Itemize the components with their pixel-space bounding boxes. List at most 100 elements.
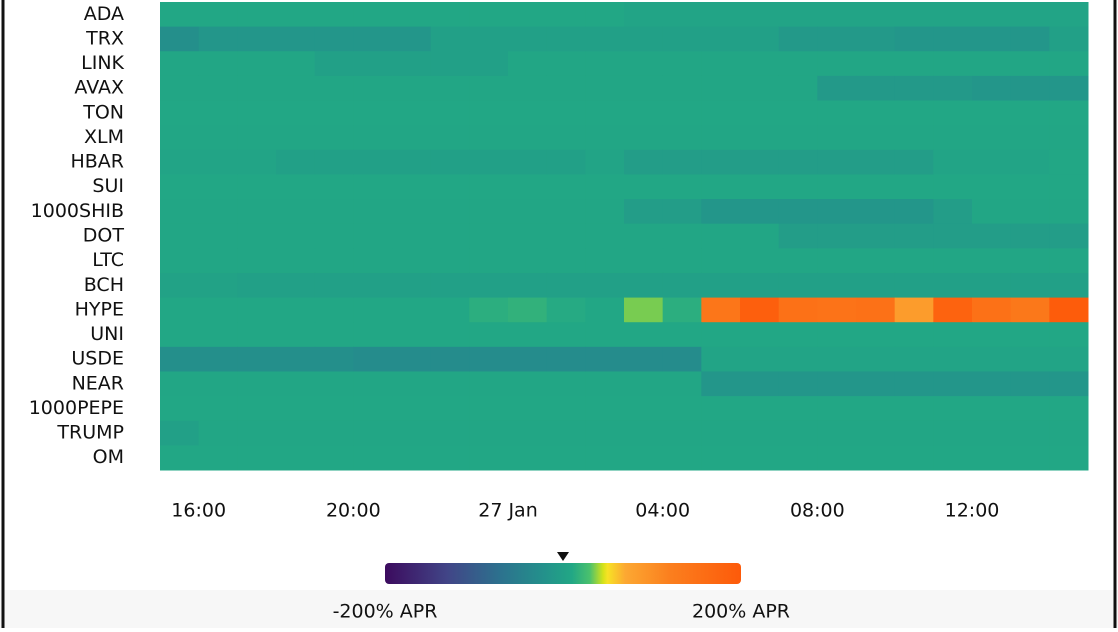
y-tick-label: TON: [82, 101, 124, 123]
heat-cell: [740, 199, 780, 225]
heat-cell: [972, 2, 1012, 28]
heat-cell: [237, 125, 277, 151]
heat-cell: [353, 248, 393, 274]
heat-cell: [353, 51, 393, 77]
heat-cell: [972, 100, 1012, 126]
heat-cell: [546, 26, 586, 52]
y-tick-label: OM: [93, 446, 124, 468]
heat-cell: [430, 149, 470, 175]
heat-cell: [778, 223, 818, 249]
heat-cell: [546, 223, 586, 249]
heat-cell: [237, 2, 277, 28]
heat-cell: [701, 371, 741, 397]
heat-cell: [160, 396, 200, 422]
heat-cell: [817, 199, 857, 225]
heat-cell: [353, 445, 393, 471]
heat-cell: [933, 223, 973, 249]
heat-cell: [817, 174, 857, 200]
heat-cell: [624, 322, 664, 348]
heat-cell: [894, 75, 934, 102]
heat-cell: [856, 2, 896, 28]
heat-cell: [546, 297, 586, 323]
heat-cell: [276, 396, 316, 422]
heat-cell: [276, 223, 316, 249]
heat-cell: [160, 223, 200, 249]
heat-cell: [585, 346, 625, 372]
heat-cell: [546, 75, 586, 102]
heat-cell: [430, 125, 470, 151]
heat-cell: [1010, 100, 1050, 126]
heat-cell: [314, 26, 354, 52]
heat-cell: [933, 396, 973, 422]
heat-cell: [856, 174, 896, 200]
heat-cell: [508, 26, 548, 52]
heat-cell: [740, 272, 780, 299]
heat-cell: [314, 125, 354, 151]
heat-cell: [430, 420, 470, 446]
heat-cell: [237, 75, 277, 102]
heat-cell: [624, 223, 664, 249]
heat-cell: [972, 297, 1012, 323]
heat-cell: [740, 174, 780, 200]
heat-cell: [1010, 445, 1050, 471]
heat-cell: [1049, 26, 1089, 52]
heat-cell: [894, 51, 934, 77]
heat-cell: [1010, 26, 1050, 52]
heat-cell: [662, 26, 702, 52]
heat-cell: [314, 75, 354, 102]
colorbar-label: -200% APR: [333, 601, 438, 623]
heat-cell: [740, 223, 780, 249]
heat-cell: [430, 100, 470, 126]
heat-cell: [1049, 371, 1089, 397]
heat-cell: [237, 149, 277, 175]
heat-cell: [276, 174, 316, 200]
heat-cell: [237, 248, 277, 274]
heat-cell: [276, 2, 316, 28]
heat-cell: [817, 125, 857, 151]
heat-cell: [933, 297, 973, 323]
heat-cell: [430, 371, 470, 397]
heat-cell: [469, 125, 509, 151]
heat-cell: [662, 272, 702, 299]
heat-cell: [894, 125, 934, 151]
y-tick-label: ADA: [84, 3, 124, 25]
heat-cell: [469, 371, 509, 397]
heat-cell: [353, 149, 393, 175]
heat-cell: [430, 199, 470, 225]
y-tick-label: TRUMP: [56, 422, 124, 444]
heat-cell: [353, 346, 393, 372]
heat-cell: [469, 149, 509, 175]
heat-cell: [933, 248, 973, 274]
heat-cell: [508, 2, 548, 28]
heat-cell: [778, 26, 818, 52]
heat-cell: [276, 199, 316, 225]
heat-cell: [894, 322, 934, 348]
heat-cell: [817, 297, 857, 323]
heat-cell: [160, 371, 200, 397]
heat-cell: [933, 100, 973, 126]
heat-cell: [701, 396, 741, 422]
heat-cell: [856, 297, 896, 323]
heat-cell: [740, 2, 780, 28]
heat-cell: [740, 26, 780, 52]
heat-cell: [1010, 125, 1050, 151]
heat-cell: [508, 445, 548, 471]
heat-cell: [933, 75, 973, 102]
heat-cell: [237, 346, 277, 372]
y-tick-label: LINK: [81, 52, 124, 74]
heat-cell: [508, 297, 548, 323]
heat-cell: [778, 322, 818, 348]
heat-cell: [160, 346, 200, 372]
y-tick-label: 1000PEPE: [29, 397, 124, 419]
heat-cell: [972, 199, 1012, 225]
heat-cell: [817, 272, 857, 299]
heat-cell: [585, 223, 625, 249]
heat-cell: [585, 272, 625, 299]
heat-cell: [546, 248, 586, 274]
heat-cell: [972, 51, 1012, 77]
heat-cell: [740, 149, 780, 175]
heat-cell: [198, 149, 238, 175]
heat-cell: [469, 2, 509, 28]
heat-cell: [276, 248, 316, 274]
heat-cell: [430, 297, 470, 323]
